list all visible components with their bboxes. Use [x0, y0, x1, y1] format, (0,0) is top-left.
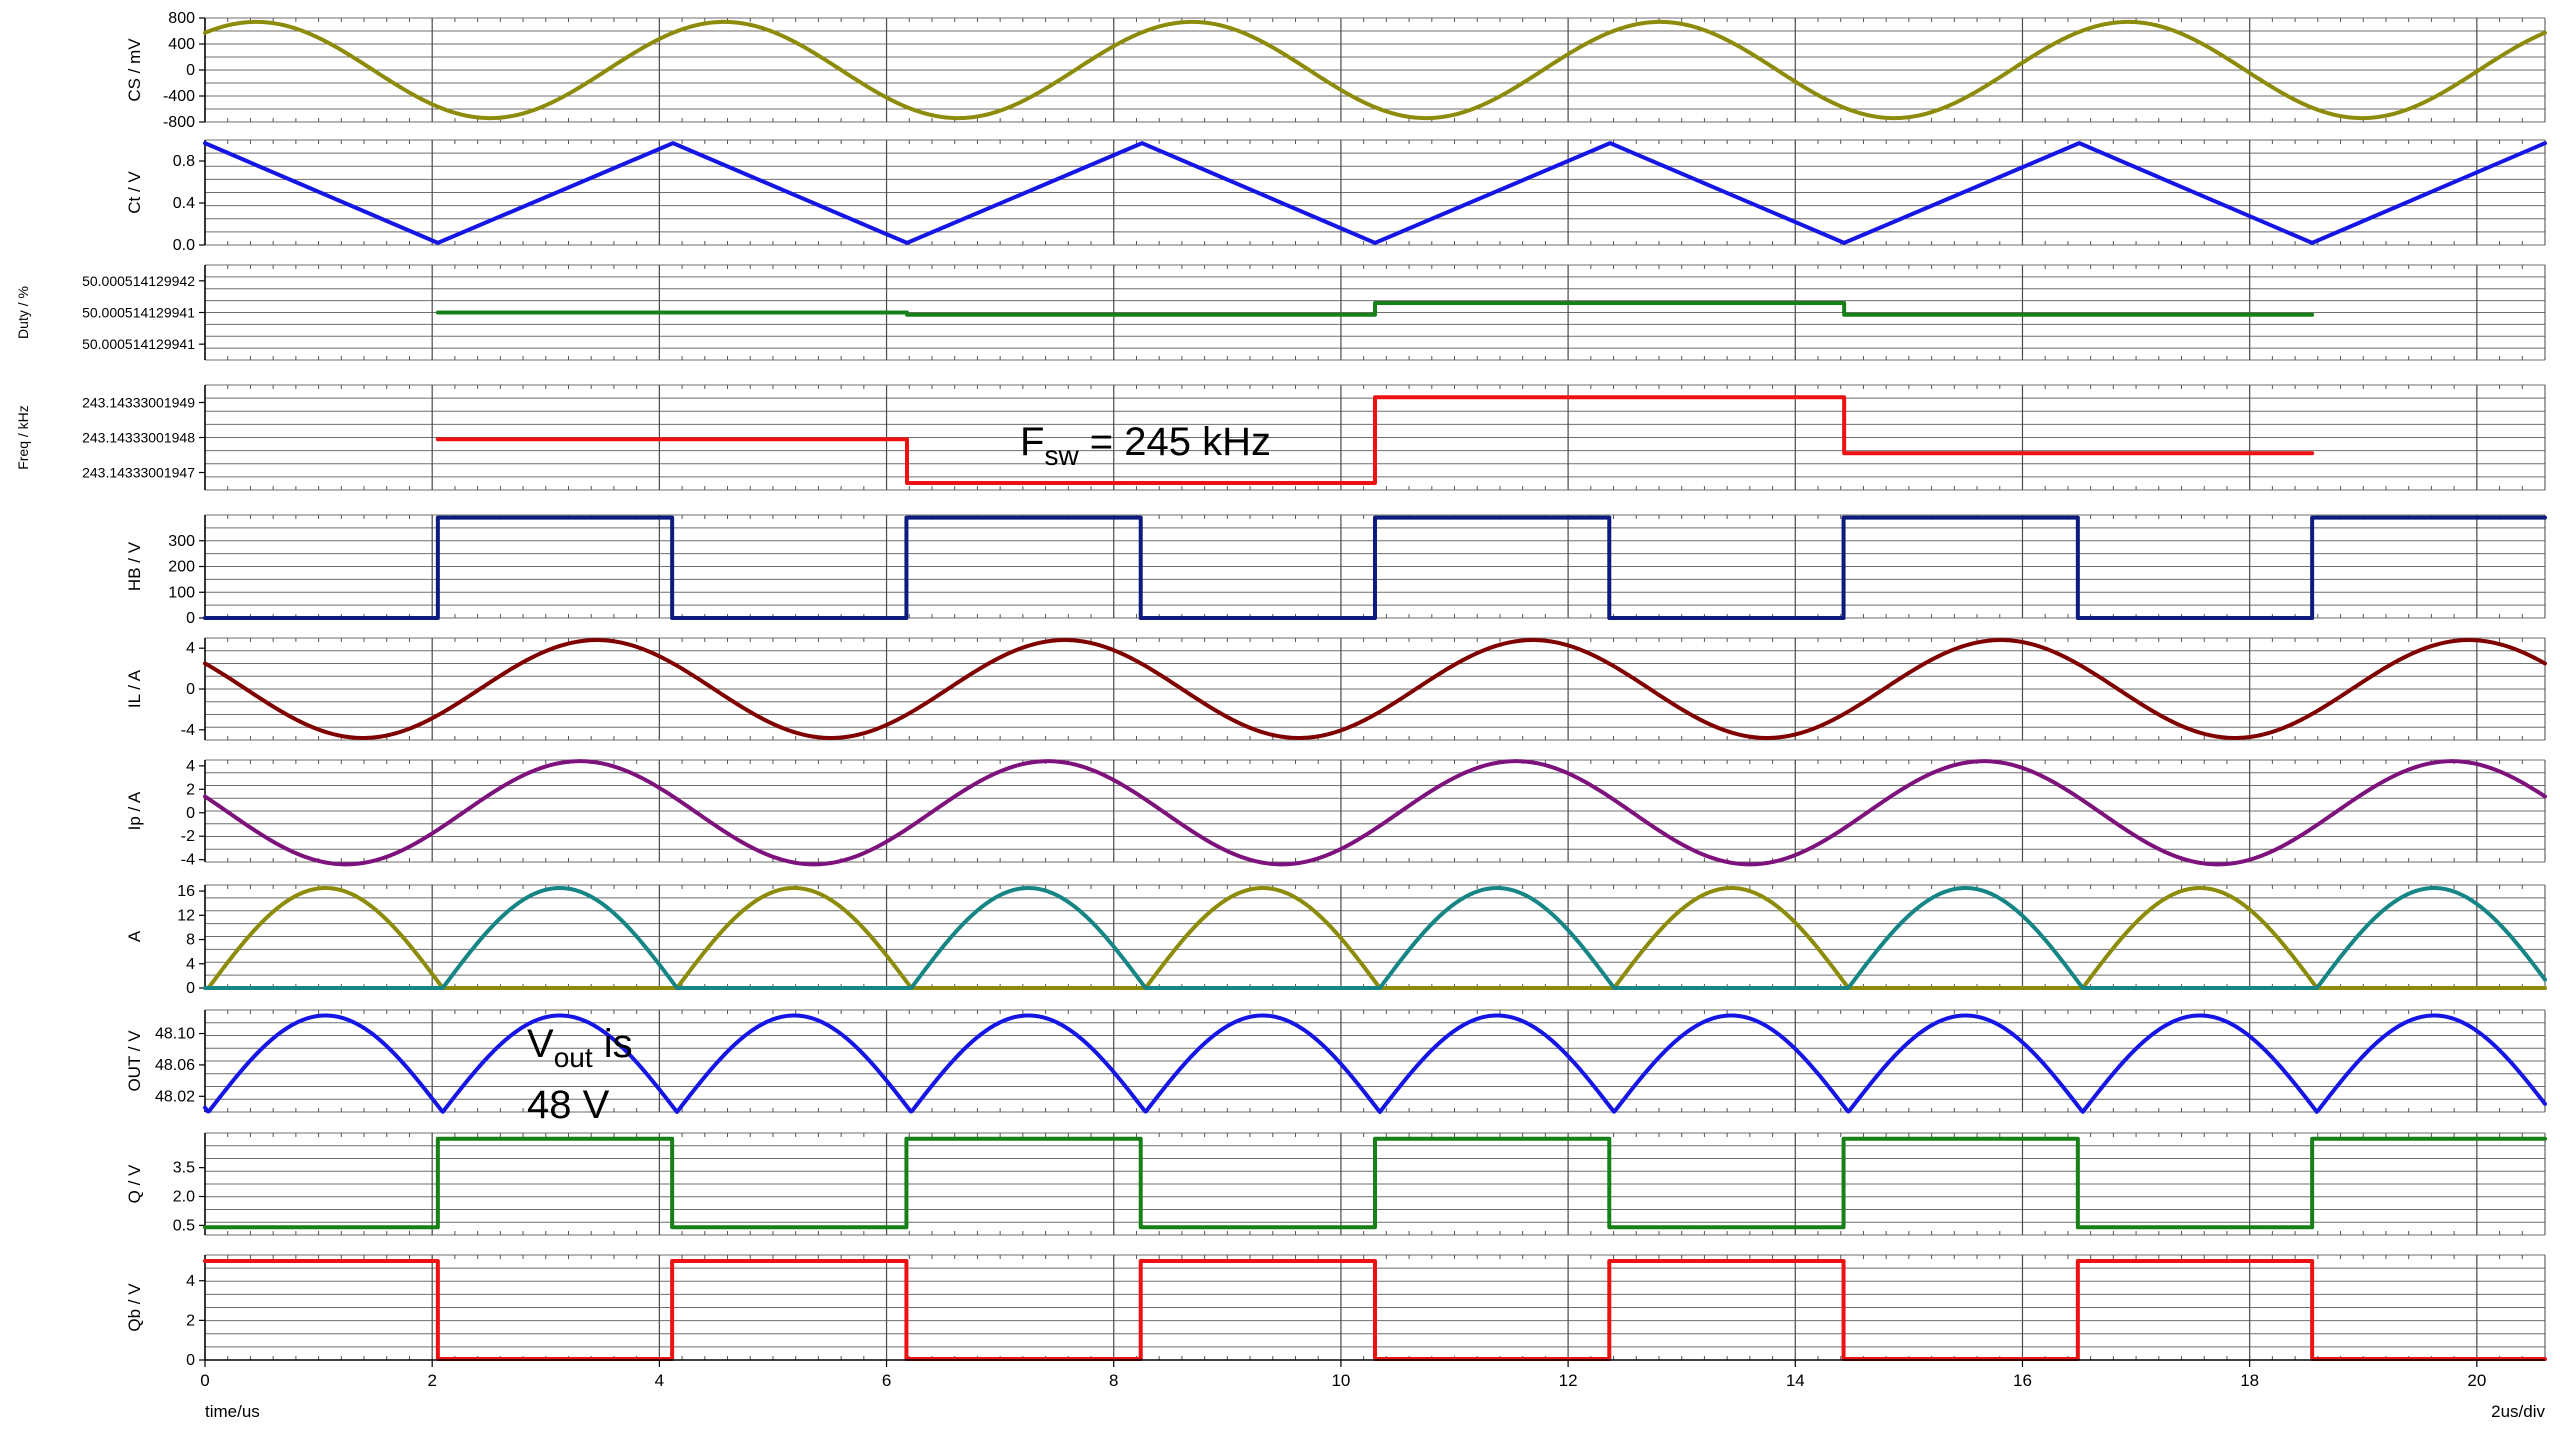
y-tick-label: 48.02 [155, 1088, 195, 1105]
y-tick-label: 100 [168, 584, 195, 601]
x-tick-label: 0 [200, 1371, 209, 1390]
x-tick-label: 16 [2013, 1371, 2032, 1390]
y-tick-label: 48.06 [155, 1057, 195, 1074]
y-tick-label: 243.14333001949 [82, 395, 195, 411]
series-line [203, 1258, 2547, 1362]
vout-annotation-line2: 48 V [527, 1083, 610, 1127]
y-tick-label: 50.000514129941 [82, 305, 195, 321]
series-line [203, 886, 2547, 990]
y-tick-label: 50.000514129942 [82, 273, 195, 289]
y-axis-label: IL / A [125, 669, 144, 708]
y-tick-label: 2.0 [173, 1189, 195, 1206]
y-tick-label: -800 [163, 114, 195, 131]
x-tick-label: 8 [1109, 1371, 1118, 1390]
x-tick-label: 10 [1331, 1371, 1350, 1390]
y-tick-label: 0 [186, 980, 195, 997]
y-tick-label: 4 [186, 758, 195, 775]
panel: 0.5 2.0 3.5 Q / V [125, 1132, 2547, 1236]
x-tick-label: 12 [1559, 1371, 1578, 1390]
panel: 50.000514129941 50.000514129941 50.0005141… [15, 264, 2546, 361]
y-tick-label: -400 [163, 88, 195, 105]
series-line [203, 515, 2547, 620]
series-line [435, 301, 2315, 317]
annotation-suffix: is [593, 1022, 633, 1066]
y-tick-label: 48.10 [155, 1026, 195, 1043]
y-tick-label: 0 [186, 805, 195, 822]
panel: 0 2 4 Qb / V [125, 1254, 2547, 1369]
y-tick-label: 0 [186, 1352, 195, 1369]
x-tick-label: 18 [2240, 1371, 2259, 1390]
series-line [203, 1013, 2547, 1114]
fsw-annotation: Fsw = 245 kHz [1020, 420, 1271, 471]
annotation-main: F [1020, 420, 1044, 464]
y-tick-label: 0 [186, 62, 195, 79]
y-tick-label: 0.0 [173, 237, 195, 254]
annotation-main: V [527, 1022, 554, 1066]
y-tick-label: 243.14333001948 [82, 430, 195, 446]
x-axis-label: time/us [205, 1402, 260, 1421]
y-tick-label: 243.14333001947 [82, 465, 195, 481]
y-axis-label: Qb / V [125, 1283, 144, 1332]
annotation-subscript: sw [1044, 440, 1079, 471]
y-tick-label: 0.5 [173, 1217, 195, 1234]
y-axis-label: Freq / kHz [15, 405, 31, 470]
y-tick-label: 0 [186, 681, 195, 698]
y-axis-label: CS / mV [125, 38, 144, 102]
series-line [203, 886, 2547, 990]
panel: 243.14333001947 243.14333001948 243.143330… [15, 384, 2546, 491]
y-tick-label: 8 [186, 932, 195, 949]
y-axis-label: A [125, 930, 144, 942]
time-scale-label: 2us/div [2491, 1402, 2545, 1421]
panel: -4 0 4 IL / A [125, 637, 2547, 741]
x-tick-label: 2 [427, 1371, 436, 1390]
y-tick-label: 200 [168, 559, 195, 576]
y-axis-label: Ct / V [125, 171, 144, 214]
y-axis-label: OUT / V [125, 1030, 144, 1092]
y-tick-label: 2 [186, 1312, 195, 1329]
vout-annotation: Vout is [527, 1022, 633, 1073]
series-line [435, 395, 2315, 485]
series-line [203, 638, 2547, 740]
annotation-subscript: out [554, 1042, 593, 1073]
y-tick-label: 400 [168, 36, 195, 53]
y-tick-label: 0 [186, 610, 195, 627]
y-axis-label: Duty / % [15, 286, 31, 339]
y-tick-label: 4 [186, 1273, 195, 1290]
y-tick-label: -2 [181, 828, 195, 845]
y-tick-label: -4 [181, 722, 195, 739]
panel: 48.02 48.06 48.10 OUT / V [125, 1009, 2547, 1114]
series-line [203, 759, 2547, 867]
y-tick-label: 3.5 [173, 1160, 195, 1177]
y-tick-label: 0.8 [173, 153, 195, 170]
y-tick-label: 12 [177, 907, 195, 924]
y-axis-label: HB / V [125, 541, 144, 591]
y-axis-label: Q / V [125, 1164, 144, 1203]
y-tick-label: 16 [177, 883, 195, 900]
series-line [203, 19, 2547, 121]
y-tick-label: 4 [186, 956, 195, 973]
y-tick-label: 4 [186, 640, 195, 657]
series-line [203, 141, 2547, 245]
series-line [203, 1136, 2547, 1230]
y-tick-label: -4 [181, 852, 195, 869]
y-tick-label: 50.000514129941 [82, 336, 195, 352]
panel: 0 100 200 300 HB / V [125, 514, 2547, 627]
x-tick-label: 6 [882, 1371, 891, 1390]
x-tick-label: 4 [655, 1371, 664, 1390]
panel: 0 4 8 12 16 A [125, 883, 2547, 997]
y-tick-label: 2 [186, 781, 195, 798]
x-tick-label: 14 [1786, 1371, 1805, 1390]
y-axis-label: Ip / A [125, 791, 144, 830]
y-tick-label: 800 [168, 10, 195, 27]
panel: -800 -400 0 400 800 CS / mV [125, 10, 2547, 131]
x-tick-label: 20 [2467, 1371, 2486, 1390]
panel: 0.0 0.4 0.8 Ct / V [125, 139, 2547, 254]
y-tick-label: 300 [168, 533, 195, 550]
panel: -4 -2 0 2 4 Ip / A [125, 758, 2547, 869]
y-tick-label: 0.4 [173, 195, 195, 212]
annotation-suffix: = 245 kHz [1079, 420, 1271, 464]
